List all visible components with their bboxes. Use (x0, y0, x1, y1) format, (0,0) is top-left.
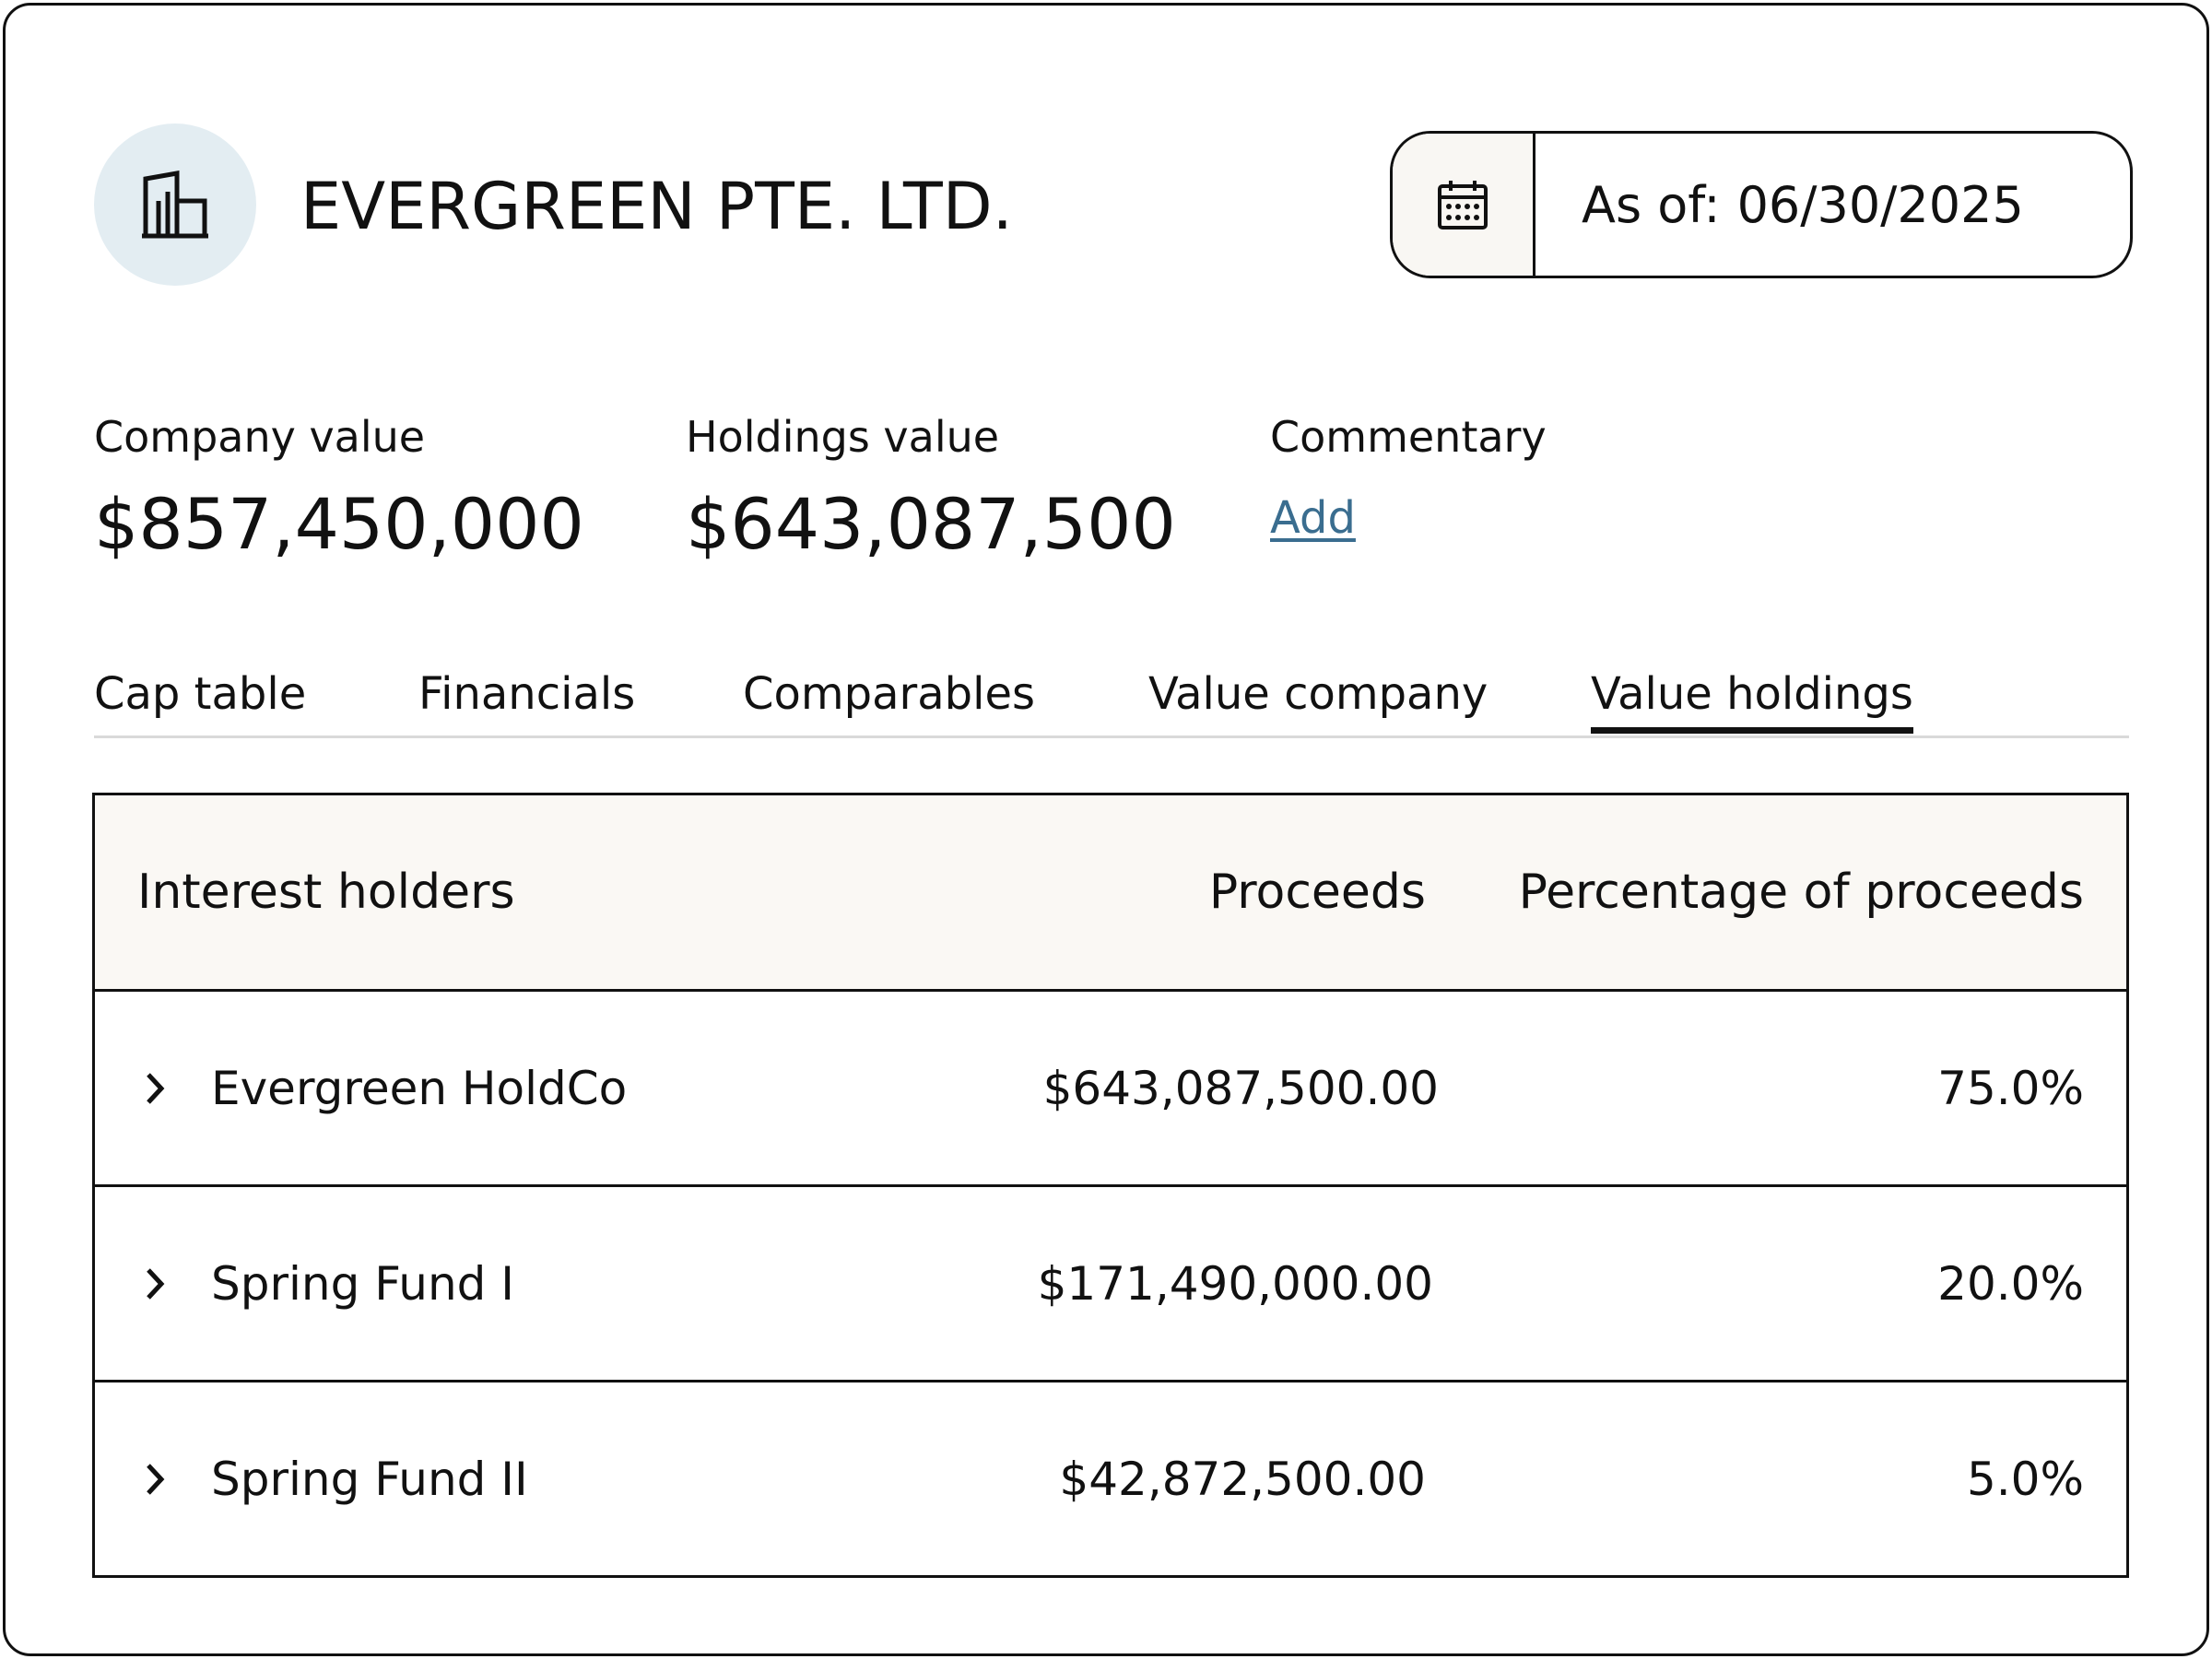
expand-row-button[interactable] (143, 992, 167, 1184)
company-value-metric: Company value $857,450,000 (94, 409, 584, 566)
tab-value-company[interactable]: Value company (1148, 668, 1488, 720)
company-value-amount: $857,450,000 (94, 483, 584, 565)
add-commentary-link[interactable]: Add (1270, 492, 1356, 544)
commentary-label: Commentary (1270, 412, 1547, 462)
tab-bar: Cap table Financials Comparables Value c… (94, 662, 2129, 738)
holdings-value-amount: $643,087,500 (686, 483, 1176, 565)
table-row: Spring Fund II $42,872,500.00 5.0% (95, 1382, 2126, 1575)
proceeds-value: $171,490,000.00 (1037, 1256, 1433, 1311)
percentage-value: 75.0% (1937, 1061, 2084, 1115)
chevron-right-icon (147, 1463, 165, 1495)
company-value-label: Company value (94, 412, 426, 462)
date-label: As of: (1582, 175, 1721, 234)
column-header-interest-holders: Interest holders (137, 865, 515, 920)
chevron-right-icon (147, 1267, 165, 1300)
as-of-date-picker[interactable]: As of: 06/30/2025 (1390, 131, 2133, 278)
holdings-value-label: Holdings value (686, 412, 1000, 462)
column-header-percentage: Percentage of proceeds (1518, 865, 2084, 920)
percentage-value: 5.0% (1966, 1452, 2084, 1506)
tab-financials[interactable]: Financials (418, 668, 636, 720)
date-field[interactable]: As of: 06/30/2025 (1535, 134, 2024, 276)
holdings-card: EVERGREEN PTE. LTD. (3, 3, 2209, 1656)
proceeds-value: $643,087,500.00 (1042, 1061, 1439, 1115)
tab-comparables[interactable]: Comparables (743, 668, 1036, 720)
column-header-proceeds: Proceeds (1208, 865, 1426, 920)
calendar-icon (1438, 181, 1488, 229)
holdings-value-metric: Holdings value $643,087,500 (686, 409, 1176, 566)
tab-cap-table[interactable]: Cap table (94, 668, 307, 720)
calendar-button[interactable] (1393, 134, 1535, 276)
holder-name: Evergreen HoldCo (211, 1061, 628, 1115)
percentage-value: 20.0% (1937, 1256, 2084, 1311)
proceeds-value: $42,872,500.00 (1059, 1452, 1426, 1506)
expand-row-button[interactable] (143, 1382, 167, 1575)
holdings-table: Interest holders Proceeds Percentage of … (92, 793, 2129, 1578)
date-value: 06/30/2025 (1736, 175, 2024, 234)
building-icon (142, 171, 208, 239)
company-logo (94, 124, 256, 286)
tab-value-holdings[interactable]: Value holdings (1591, 662, 1913, 734)
holder-name: Spring Fund I (211, 1256, 515, 1311)
holder-name: Spring Fund II (211, 1452, 528, 1506)
company-name: EVERGREEN PTE. LTD. (300, 169, 1013, 244)
table-header: Interest holders Proceeds Percentage of … (95, 795, 2126, 992)
table-row: Evergreen HoldCo $643,087,500.00 75.0% (95, 992, 2126, 1187)
table-row: Spring Fund I $171,490,000.00 20.0% (95, 1187, 2126, 1382)
expand-row-button[interactable] (143, 1187, 167, 1380)
chevron-right-icon (147, 1072, 165, 1104)
commentary-metric: Commentary Add (1270, 409, 1547, 547)
